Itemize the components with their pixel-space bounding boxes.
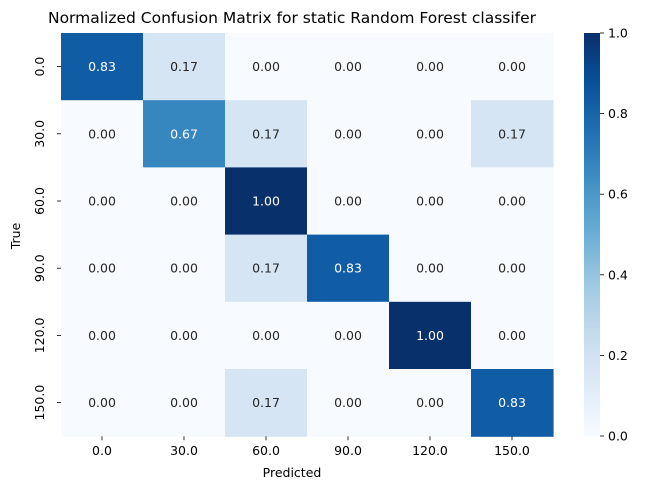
heatmap-cell: [389, 33, 472, 101]
heatmap-cell: [143, 167, 226, 236]
cell-value-label: 0.00: [88, 395, 116, 410]
cell-value-label: 0.00: [88, 328, 116, 343]
cell-value-label: 0.83: [498, 395, 526, 410]
cell-value-label: 0.00: [170, 328, 198, 343]
colorbar-tick-label: 0.4: [608, 267, 628, 282]
cell-value-label: 0.00: [416, 126, 444, 141]
x-tick-label: 60.0: [252, 443, 280, 458]
cell-value-label: 0.00: [498, 328, 526, 343]
cell-value-label: 0.00: [416, 395, 444, 410]
cell-value-label: 0.00: [498, 261, 526, 276]
cell-value-label: 0.00: [334, 395, 362, 410]
cell-value-label: 1.00: [252, 194, 280, 209]
colorbar-tick-label: 0.8: [608, 106, 628, 121]
cell-value-label: 0.00: [416, 59, 444, 74]
heatmap-cell: [471, 369, 554, 437]
colorbar-tick-label: 0.6: [608, 187, 628, 202]
cell-value-label: 0.00: [498, 59, 526, 74]
cell-value-label: 0.00: [334, 126, 362, 141]
heatmap-cell: [307, 33, 390, 101]
heatmap-cell: [61, 301, 144, 370]
heatmap-cell: [225, 33, 308, 101]
cell-value-label: 0.00: [88, 126, 116, 141]
colorbar-tick-label: 0.0: [608, 429, 628, 444]
chart-title: Normalized Confusion Matrix for static R…: [48, 9, 537, 27]
cell-value-label: 0.17: [170, 59, 198, 74]
heatmap-cell: [225, 369, 308, 437]
y-tick-label: 150.0: [32, 385, 47, 421]
heatmap-cell: [307, 167, 390, 236]
colorbar: [584, 33, 600, 436]
heatmap-cell: [389, 100, 472, 168]
heatmap-cell: [389, 167, 472, 236]
heatmap-cell: [471, 100, 554, 168]
heatmap-cells: 0.83 0.17 0.00 0.00 0.00 0.00 0.00 0.67 0.17 0.00…: [61, 33, 554, 437]
cell-value-label: 0.00: [170, 395, 198, 410]
heatmap-cell: [143, 301, 226, 370]
cell-value-label: 0.17: [252, 395, 280, 410]
heatmap-cell: [389, 234, 472, 303]
heatmap-cell: [389, 369, 472, 437]
cell-value-label: 0.00: [416, 194, 444, 209]
cell-value-label: 0.17: [498, 126, 526, 141]
cell-value-label: 0.00: [334, 59, 362, 74]
cell-value-label: 0.00: [252, 328, 280, 343]
cell-value-label: 0.00: [498, 194, 526, 209]
cell-value-label: 0.00: [88, 194, 116, 209]
y-tick-label: 30.0: [32, 120, 47, 148]
heatmap-cell: [143, 100, 226, 168]
cell-value-label: 0.00: [252, 59, 280, 74]
x-axis-ticks: 0.0 30.0 60.0 90.0 120.0 150.0: [92, 436, 530, 458]
x-tick-label: 90.0: [334, 443, 362, 458]
x-tick-label: 150.0: [494, 443, 530, 458]
y-tick-label: 120.0: [32, 317, 47, 353]
heatmap-cell: [307, 301, 390, 370]
heatmap-cell: [307, 369, 390, 437]
x-axis-label: Predicted: [263, 465, 322, 480]
x-tick-label: 120.0: [412, 443, 448, 458]
colorbar-ticks: 0.0 0.2 0.4 0.6 0.8 1.0: [600, 26, 628, 444]
cell-value-label: 0.00: [170, 194, 198, 209]
heatmap-cell: [225, 100, 308, 168]
cell-value-label: 0.00: [170, 261, 198, 276]
cell-value-label: 0.67: [170, 126, 198, 141]
cell-value-label: 0.00: [416, 261, 444, 276]
heatmap-cell: [61, 100, 144, 168]
heatmap-cell: [389, 301, 472, 370]
cell-value-label: 0.83: [334, 261, 362, 276]
heatmap-cell: [61, 369, 144, 437]
heatmap-cell: [471, 33, 554, 101]
heatmap-cell: [143, 369, 226, 437]
heatmap-cell: [61, 167, 144, 236]
heatmap-cell: [225, 234, 308, 303]
cell-value-label: 0.00: [334, 328, 362, 343]
cell-value-label: 0.00: [334, 194, 362, 209]
cell-value-label: 0.17: [252, 261, 280, 276]
x-tick-label: 0.0: [92, 443, 112, 458]
y-axis-ticks: 0.0 30.0 60.0 90.0 120.0 150.0: [32, 57, 61, 421]
colorbar-tick-label: 0.2: [608, 348, 628, 363]
heatmap-cell: [61, 33, 144, 101]
y-axis-label: True: [8, 222, 23, 250]
y-tick-label: 0.0: [32, 57, 47, 77]
cell-value-label: 1.00: [416, 328, 444, 343]
x-tick-label: 30.0: [170, 443, 198, 458]
heatmap-cell: [471, 234, 554, 303]
cell-value-label: 0.83: [88, 59, 116, 74]
cell-value-label: 0.17: [252, 126, 280, 141]
colorbar-tick-label: 1.0: [608, 26, 628, 41]
heatmap-cell: [143, 234, 226, 303]
heatmap-cell: [225, 301, 308, 370]
cell-value-label: 0.00: [88, 261, 116, 276]
y-tick-label: 60.0: [32, 187, 47, 215]
heatmap-cell: [225, 167, 308, 236]
y-tick-label: 90.0: [32, 254, 47, 282]
heatmap-cell: [307, 234, 390, 303]
heatmap-cell: [307, 100, 390, 168]
heatmap-cell: [143, 33, 226, 101]
heatmap-cell: [471, 301, 554, 370]
heatmap-cell: [471, 167, 554, 236]
heatmap-cell: [61, 234, 144, 303]
